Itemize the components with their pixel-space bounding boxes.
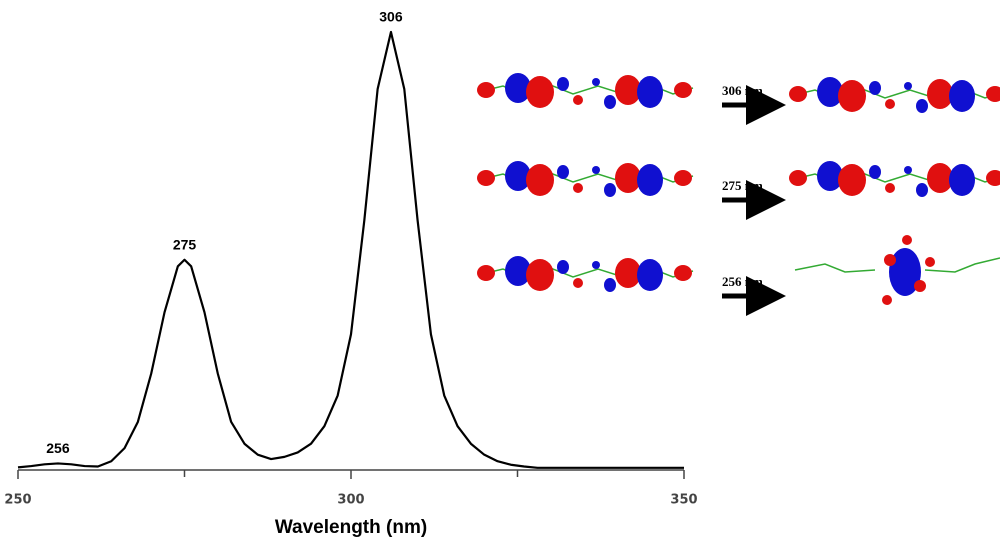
spectrum-line [18, 32, 684, 468]
x-tick-label: 350 [670, 493, 697, 508]
transition-label: 306 nm [722, 83, 763, 98]
chart: Wavelength (nm) 250 300 350 256 275 306 306 nm… [0, 0, 1000, 542]
transition-label: 275 nm [722, 178, 763, 193]
transition-label: 256 nm [722, 274, 763, 289]
x-tick-label: 250 [4, 493, 31, 508]
peak-label: 306 [379, 9, 403, 25]
peak-label: 256 [46, 440, 70, 456]
axis-title: Wavelength (nm) [275, 517, 427, 538]
peak-label: 275 [173, 236, 197, 252]
x-tick-label: 300 [337, 493, 364, 508]
